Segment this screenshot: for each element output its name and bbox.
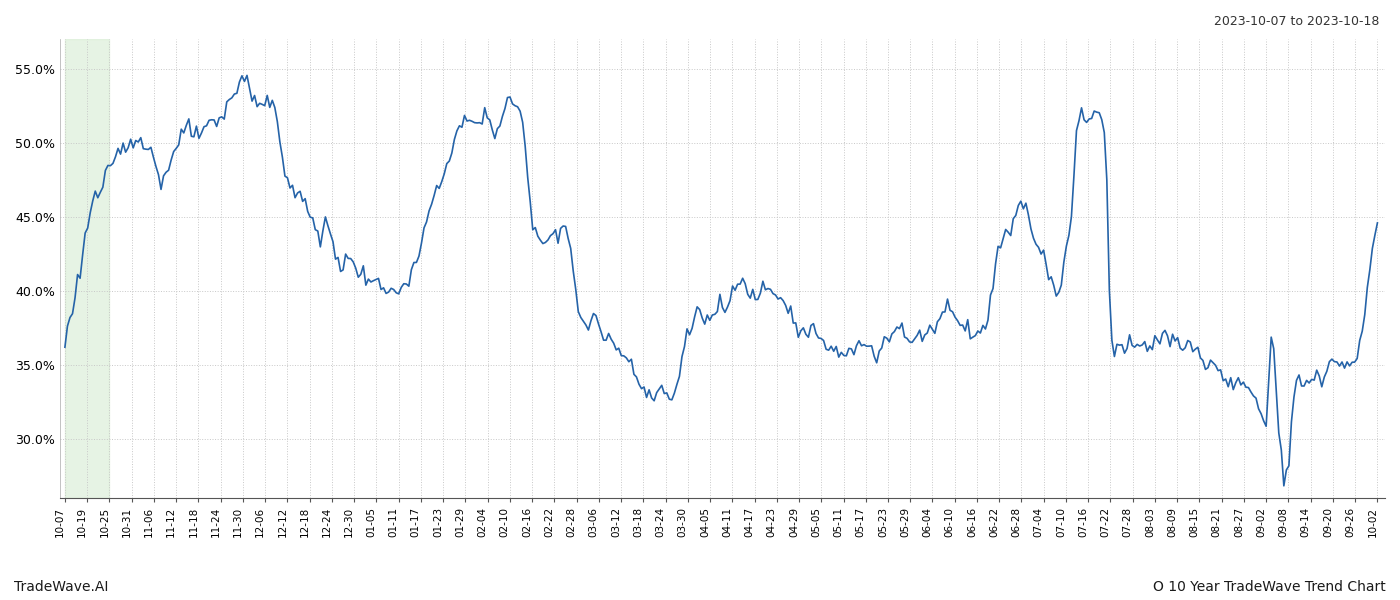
Text: 2023-10-07 to 2023-10-18: 2023-10-07 to 2023-10-18 xyxy=(1214,15,1379,28)
Text: O 10 Year TradeWave Trend Chart: O 10 Year TradeWave Trend Chart xyxy=(1154,580,1386,594)
Text: TradeWave.AI: TradeWave.AI xyxy=(14,580,108,594)
Bar xyxy=(64,39,109,498)
